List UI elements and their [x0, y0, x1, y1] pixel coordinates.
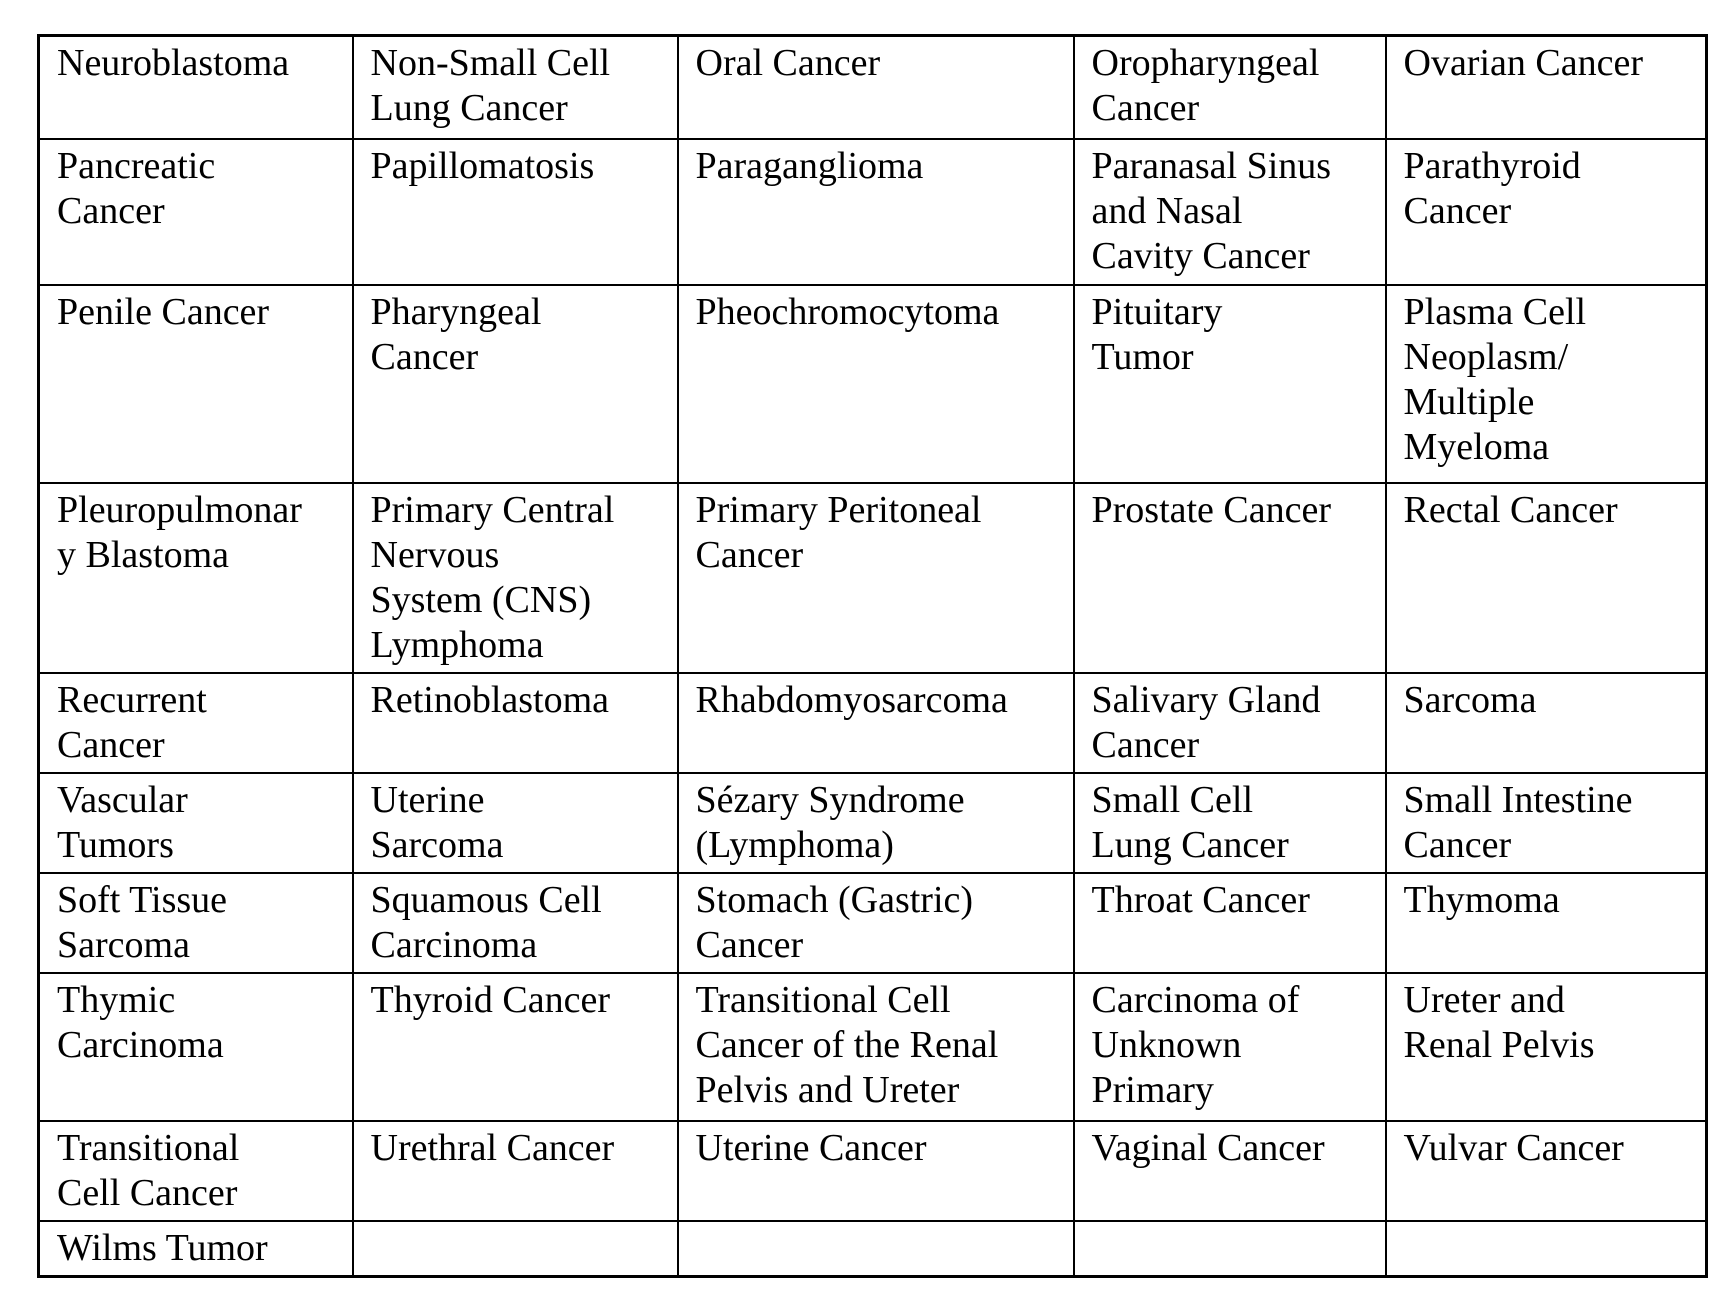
table-cell: Paranasal Sinus and Nasal Cavity Cancer — [1072, 137, 1387, 286]
table-cell: Salivary Gland Cancer — [1072, 671, 1387, 774]
table-cell: Small Intestine Cancer — [1384, 771, 1708, 874]
table-row: Thymic Carcinoma Thyroid Cancer Transiti… — [37, 971, 1708, 1122]
table-cell: Ureter and Renal Pelvis — [1384, 971, 1708, 1122]
table-row: Penile Cancer Pharyngeal Cancer Pheochro… — [37, 283, 1708, 484]
table-cell: Thyroid Cancer — [351, 971, 679, 1122]
table-cell: Retinoblastoma — [351, 671, 679, 774]
table-cell: Transitional Cell Cancer of the Renal Pe… — [676, 971, 1075, 1122]
table-cell — [1072, 1219, 1387, 1277]
table-cell: Vascular Tumors — [37, 771, 354, 874]
table-cell — [676, 1219, 1075, 1277]
table-cell: Sarcoma — [1384, 671, 1708, 774]
table-cell: Sézary Syndrome (Lymphoma) — [676, 771, 1075, 874]
table-row: Pancreatic Cancer Papillomatosis Paragan… — [37, 137, 1708, 286]
table-cell: Squamous Cell Carcinoma — [351, 871, 679, 974]
table-cell: Transitional Cell Cancer — [37, 1119, 354, 1222]
table-cell: Oropharyngeal Cancer — [1072, 34, 1387, 140]
table-row: Recurrent Cancer Retinoblastoma Rhabdomy… — [37, 671, 1708, 774]
table-cell: Soft Tissue Sarcoma — [37, 871, 354, 974]
table-row: Soft Tissue Sarcoma Squamous Cell Carcin… — [37, 871, 1708, 974]
table-cell: Recurrent Cancer — [37, 671, 354, 774]
table-row: Transitional Cell Cancer Urethral Cancer… — [37, 1119, 1708, 1222]
table-cell: Vaginal Cancer — [1072, 1119, 1387, 1222]
table-cell: Uterine Cancer — [676, 1119, 1075, 1222]
table-cell: Plasma Cell Neoplasm/ Multiple Myeloma — [1384, 283, 1708, 484]
table-cell: Paraganglioma — [676, 137, 1075, 286]
table-cell — [351, 1219, 679, 1277]
table-cell: Rhabdomyosarcoma — [676, 671, 1075, 774]
table-cell: Neuroblastoma — [37, 34, 354, 140]
table-cell: Ovarian Cancer — [1384, 34, 1708, 140]
table-cell: Prostate Cancer — [1072, 481, 1387, 674]
table-cell: Stomach (Gastric) Cancer — [676, 871, 1075, 974]
table-cell: Non-Small Cell Lung Cancer — [351, 34, 679, 140]
table-cell: Papillomatosis — [351, 137, 679, 286]
table-row: Pleuropulmonar y Blastoma Primary Centra… — [37, 481, 1708, 674]
table-cell: Oral Cancer — [676, 34, 1075, 140]
table-cell: Pleuropulmonar y Blastoma — [37, 481, 354, 674]
cancer-types-table: Neuroblastoma Non-Small Cell Lung Cancer… — [37, 34, 1708, 1278]
table-cell: Primary Central Nervous System (CNS) Lym… — [351, 481, 679, 674]
table-cell: Carcinoma of Unknown Primary — [1072, 971, 1387, 1122]
table-cell: Uterine Sarcoma — [351, 771, 679, 874]
table-cell: Primary Peritoneal Cancer — [676, 481, 1075, 674]
table-row: Neuroblastoma Non-Small Cell Lung Cancer… — [37, 34, 1708, 140]
table-cell: Pharyngeal Cancer — [351, 283, 679, 484]
table-cell: Wilms Tumor — [37, 1219, 354, 1277]
table-cell: Vulvar Cancer — [1384, 1119, 1708, 1222]
table-cell: Rectal Cancer — [1384, 481, 1708, 674]
table-cell: Small Cell Lung Cancer — [1072, 771, 1387, 874]
table-row: Vascular Tumors Uterine Sarcoma Sézary S… — [37, 771, 1708, 874]
table-cell: Throat Cancer — [1072, 871, 1387, 974]
table-cell: Thymoma — [1384, 871, 1708, 974]
table-cell: Urethral Cancer — [351, 1119, 679, 1222]
table-cell — [1384, 1219, 1708, 1277]
table-cell: Thymic Carcinoma — [37, 971, 354, 1122]
table-cell: Parathyroid Cancer — [1384, 137, 1708, 286]
table-row: Wilms Tumor — [37, 1219, 1708, 1277]
table-cell: Penile Cancer — [37, 283, 354, 484]
table-cell: Pancreatic Cancer — [37, 137, 354, 286]
table-cell: Pituitary Tumor — [1072, 283, 1387, 484]
table-cell: Pheochromocytoma — [676, 283, 1075, 484]
